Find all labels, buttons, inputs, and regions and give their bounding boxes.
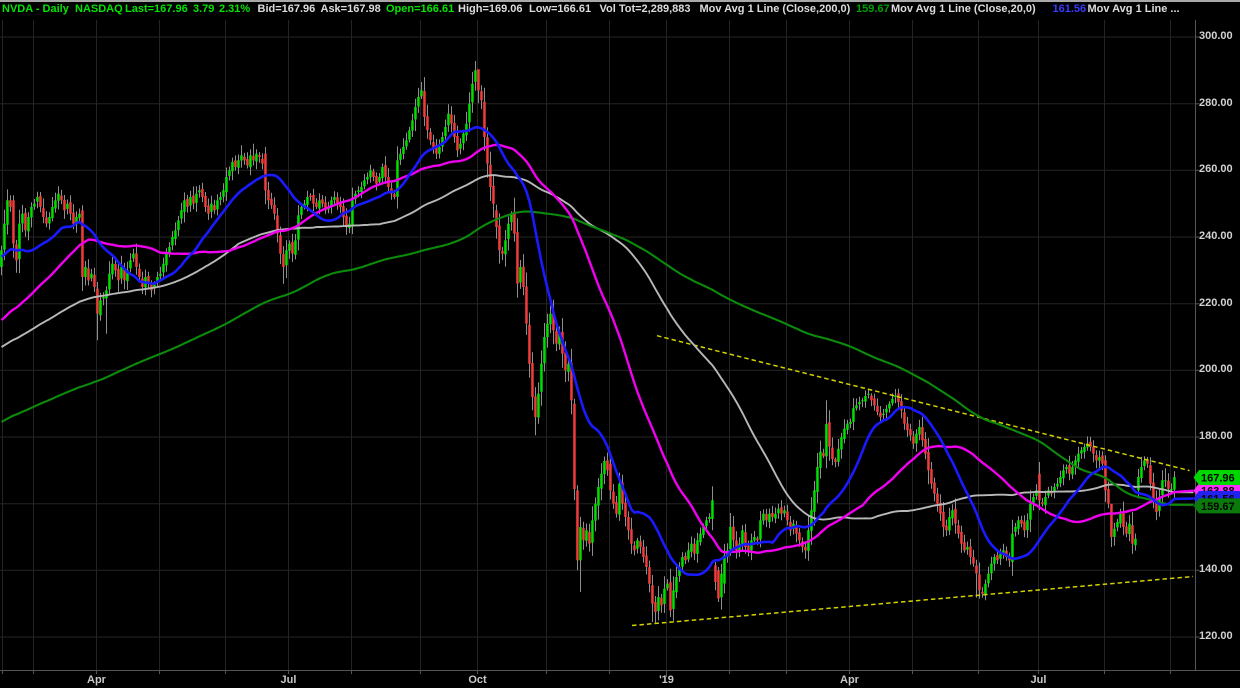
svg-text:167.96: 167.96 bbox=[1201, 473, 1235, 485]
svg-text:159.67: 159.67 bbox=[1201, 501, 1235, 513]
